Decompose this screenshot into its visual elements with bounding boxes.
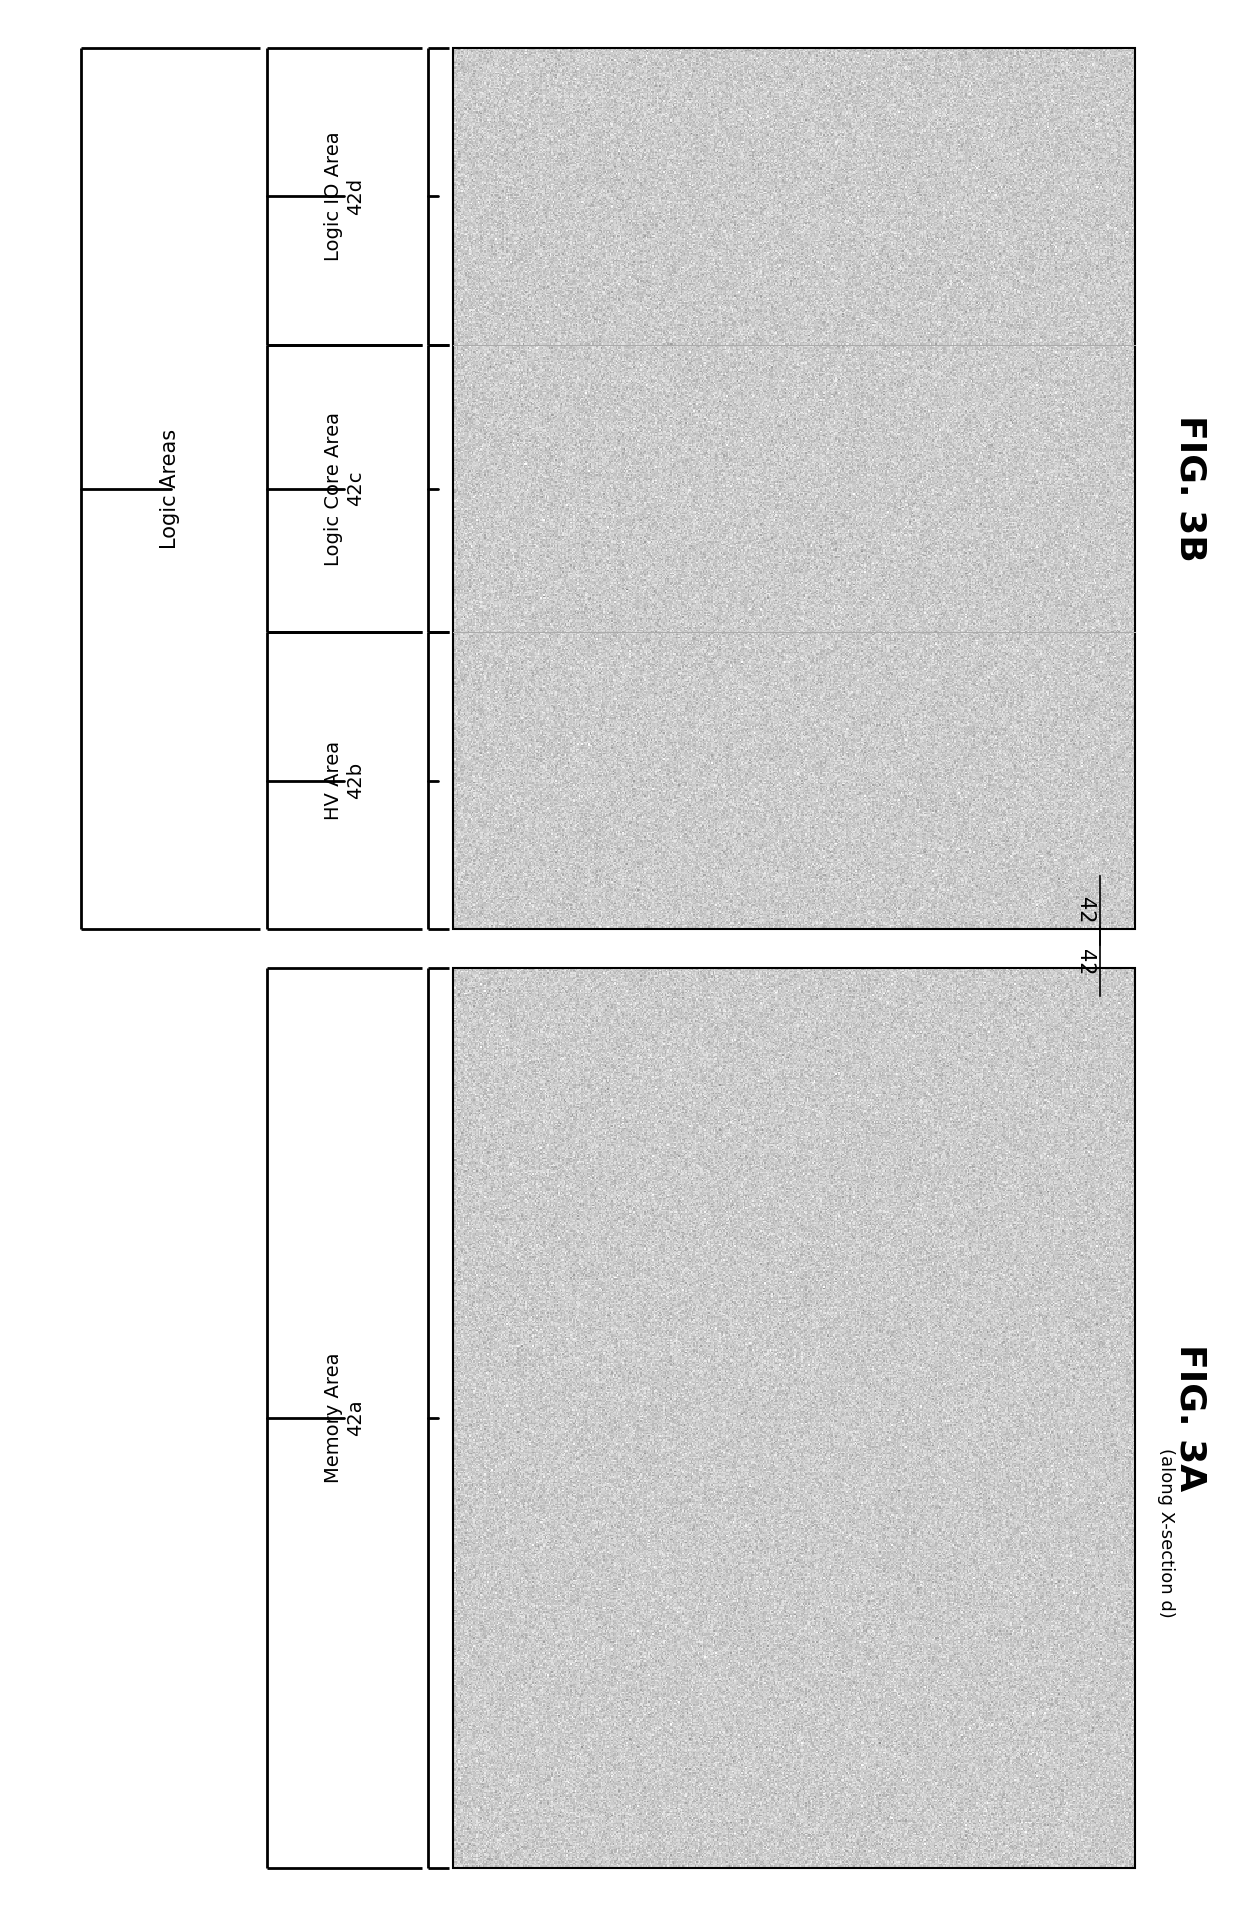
Text: FIG. 3B: FIG. 3B (1173, 416, 1208, 561)
Text: FIG. 3A: FIG. 3A (1173, 1345, 1208, 1491)
Text: 42: 42 (1075, 897, 1095, 924)
Text: HV Area
42b: HV Area 42b (324, 741, 365, 820)
Text: 42: 42 (1075, 948, 1095, 975)
Bar (453, 48, 1135, 929)
Text: Logic IO Area
42d: Logic IO Area 42d (324, 132, 365, 261)
Text: Logic Areas: Logic Areas (160, 429, 181, 548)
Text: Memory Area
42a: Memory Area 42a (324, 1353, 365, 1483)
Text: Logic Core Area
42c: Logic Core Area 42c (324, 412, 365, 565)
Bar (453, 968, 1135, 1868)
Text: (along X-section d): (along X-section d) (1157, 1448, 1174, 1617)
